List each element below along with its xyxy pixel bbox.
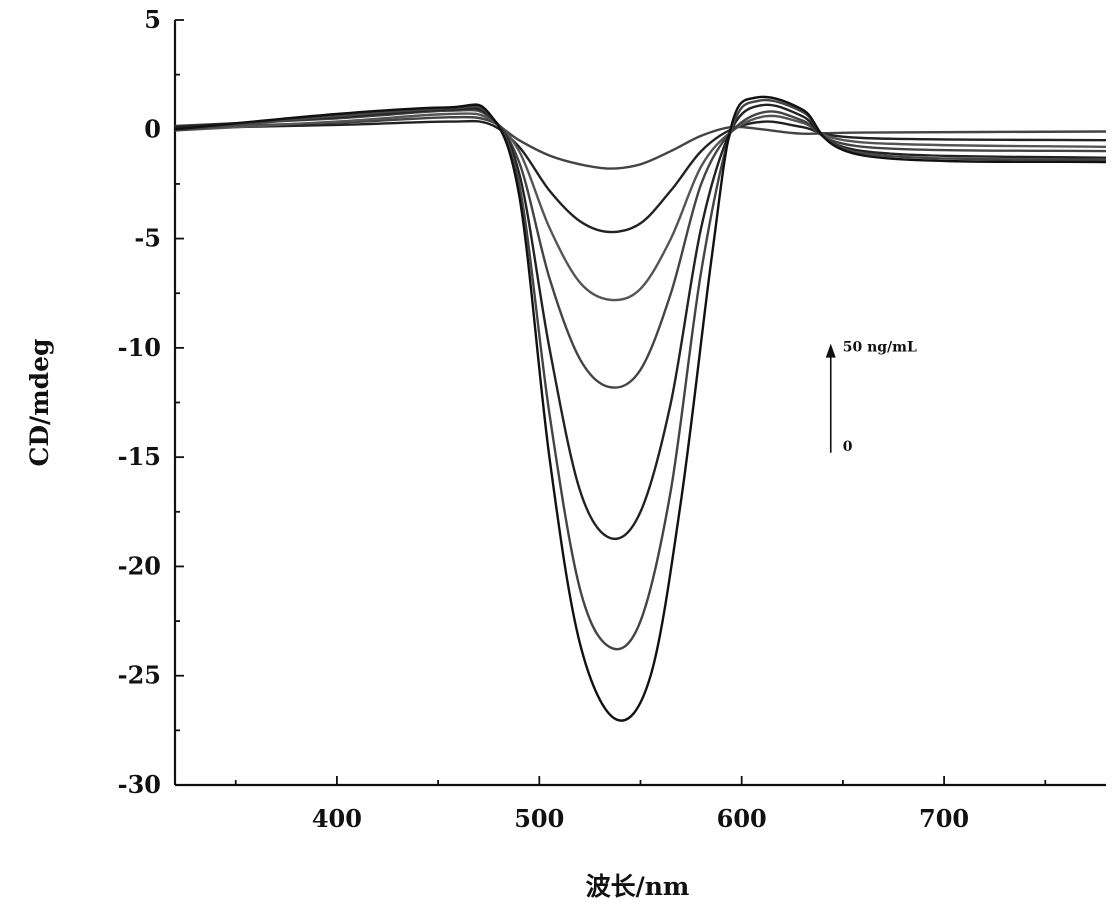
y-tick-label: -30 bbox=[118, 770, 161, 799]
x-tick-label: 400 bbox=[312, 804, 362, 833]
x-tick-label: 700 bbox=[919, 804, 969, 833]
cd-curve-6 bbox=[175, 97, 1106, 721]
y-tick-label: -10 bbox=[118, 333, 161, 362]
cd-curve-3 bbox=[175, 110, 1106, 388]
y-tick-label: -5 bbox=[134, 224, 161, 253]
y-tick-label: 0 bbox=[144, 114, 161, 143]
y-tick-label: -20 bbox=[118, 551, 161, 580]
y-tick-labels: 5 0 -5 -10 -15 -20 -25 -30 bbox=[118, 5, 161, 799]
plot-axes bbox=[175, 20, 1106, 785]
x-tick-labels: 400 500 600 700 bbox=[312, 804, 969, 833]
y-tick-label: 5 bbox=[144, 5, 161, 34]
y-axis-title: CD/mdeg bbox=[25, 338, 54, 466]
x-axis-title: 波长/nm bbox=[586, 872, 690, 901]
cd-curve-1 bbox=[175, 121, 1106, 232]
arrow-head-icon bbox=[826, 344, 836, 358]
concentration-annotation: 50 ng/mL 0 bbox=[826, 340, 917, 455]
y-tick-label: -25 bbox=[118, 661, 161, 690]
x-tick-label: 500 bbox=[514, 804, 564, 833]
cd-curve-2 bbox=[175, 113, 1106, 300]
cd-curve-5 bbox=[175, 100, 1106, 649]
cd-curve-4 bbox=[175, 105, 1106, 539]
annotation-top-label: 50 ng/mL bbox=[843, 340, 917, 356]
y-tick-label: -15 bbox=[118, 442, 161, 471]
annotation-bottom-label: 0 bbox=[843, 439, 853, 455]
series-layer bbox=[175, 97, 1106, 721]
x-tick-label: 600 bbox=[717, 804, 767, 833]
